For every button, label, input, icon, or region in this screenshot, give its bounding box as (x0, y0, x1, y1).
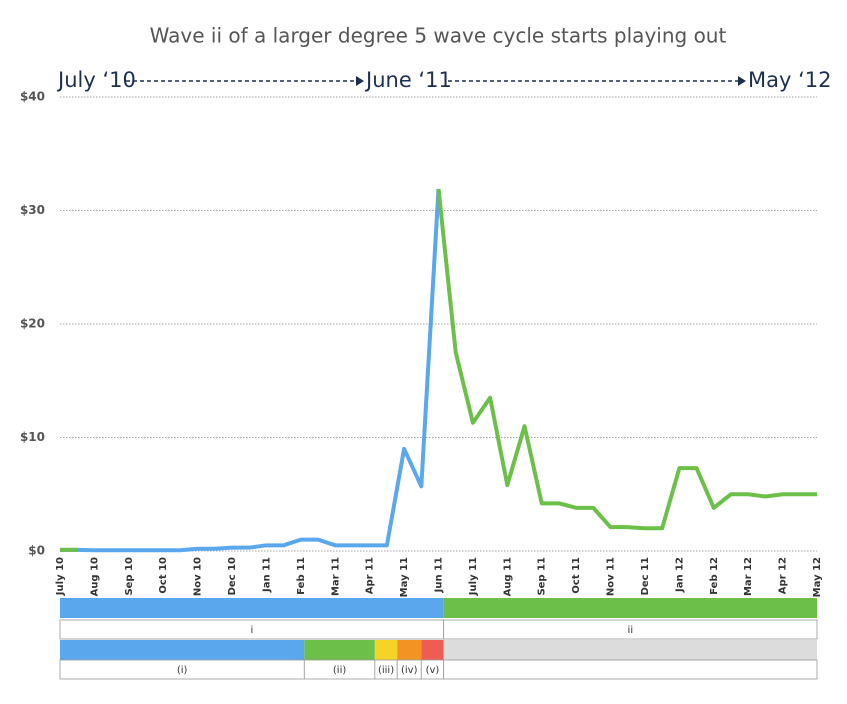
wave-label: (ii) (333, 665, 346, 676)
wave-bar (443, 598, 817, 618)
x-tick-label: Dec 11 (640, 557, 651, 595)
wave-label-box (443, 619, 818, 640)
x-tick-label: Nov 11 (606, 557, 617, 596)
x-tick-label: Mar 11 (330, 557, 341, 596)
x-tick-label: July 10 (55, 557, 66, 596)
period-annotations: July ‘10 June ‘11 May ‘12 (56, 68, 832, 92)
y-tick-label: $40 (20, 90, 45, 104)
x-tick-label: Aug 10 (89, 557, 100, 596)
x-tick-label: May 11 (399, 557, 410, 597)
annotation: June ‘11 (364, 68, 452, 92)
chart-title: Wave ii of a larger degree 5 wave cycle … (150, 24, 727, 48)
arrow-head (738, 76, 746, 86)
x-tick-label: Sep 10 (124, 557, 135, 596)
x-tick-label: Jan 12 (674, 557, 685, 593)
annotation: July ‘10 (56, 68, 136, 92)
wave-bar (397, 640, 422, 660)
annotation: May ‘12 (748, 68, 832, 92)
x-tick-label: Apr 12 (778, 557, 789, 594)
wave-label: (i) (177, 665, 188, 676)
wave-bar (443, 640, 817, 660)
line-series (60, 188, 441, 553)
x-tick-label: Feb 12 (709, 557, 720, 595)
x-tick-label: Oct 10 (158, 557, 169, 594)
arrow-head (356, 76, 364, 86)
x-tick-label: July 11 (468, 557, 479, 596)
wave-label: i (250, 625, 253, 636)
x-tick-label: Nov 10 (193, 557, 204, 596)
wave-bar (60, 598, 444, 618)
x-tick-label: Sep 11 (537, 557, 548, 596)
line-series (60, 188, 817, 552)
x-tick-label: Jan 11 (261, 557, 272, 593)
y-tick-label: $20 (20, 317, 45, 331)
wave-bar (304, 640, 375, 660)
y-tick-label: $0 (28, 544, 45, 558)
wave-label: (iii) (378, 665, 394, 676)
wave-label: ii (628, 625, 634, 636)
wave-bar (421, 640, 444, 660)
wave-label-box (443, 659, 818, 680)
x-tick-label: Jun 11 (434, 557, 445, 593)
x-tick-label: Apr 11 (365, 557, 376, 594)
wave-label: (v) (426, 665, 440, 676)
x-tick-label: Dec 10 (227, 557, 238, 595)
x-tick-label: Feb 11 (296, 557, 307, 595)
y-tick-label: $10 (20, 430, 45, 444)
x-tick-label: Aug 11 (502, 557, 513, 596)
wave-label: (iv) (401, 665, 418, 676)
x-tick-label: Mar 12 (743, 557, 754, 596)
x-tick-label: Oct 11 (571, 557, 582, 594)
wave-bar (60, 640, 305, 660)
x-tick-label: May 12 (812, 557, 823, 597)
y-tick-label: $30 (20, 203, 45, 217)
wave-bar (374, 640, 398, 660)
